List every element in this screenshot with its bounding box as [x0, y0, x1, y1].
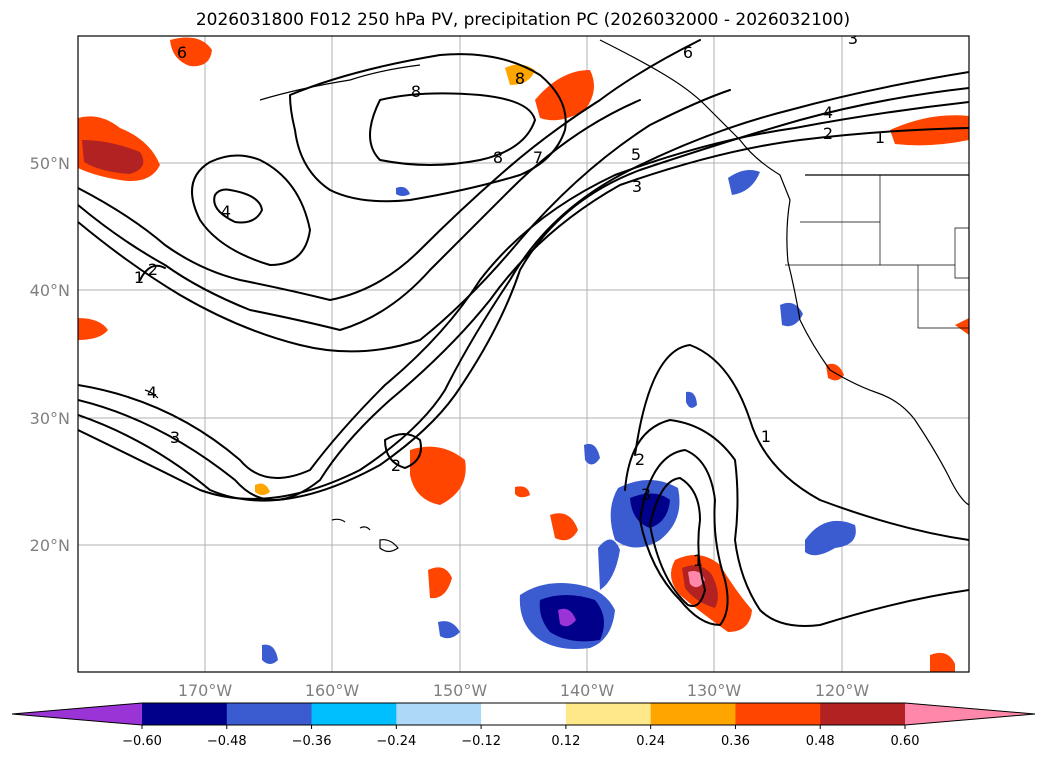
precip-blob-negative [780, 302, 803, 327]
colorbar-tick-label: −0.36 [292, 734, 332, 749]
contour-label: 3 [632, 177, 642, 196]
precip-blob-negative [805, 520, 856, 556]
contour-label: 2 [823, 124, 833, 143]
contour-label: 6 [177, 43, 187, 62]
colorbar-extend-low [12, 703, 142, 725]
precip-blob-negative [262, 644, 278, 664]
contour-labels: 8 8 8 7 5 4 3 2 1 6 6 4 2 1 3 2 1 4 2 3 … [134, 29, 885, 570]
contour-label: 1 [134, 268, 144, 287]
colorbar-segment [650, 703, 736, 725]
precip-blob-positive [428, 567, 452, 599]
precip-blob-positive [170, 37, 212, 67]
precip-blob-negative [686, 391, 697, 408]
contour-label: 3 [848, 29, 858, 48]
precipitation-shading [78, 37, 969, 672]
colorbar-segment [311, 703, 397, 725]
precip-blob-positive [78, 318, 108, 340]
lon-label: 170°W [178, 681, 233, 700]
contour-label: 3 [170, 428, 180, 447]
contour-label: 4 [147, 383, 157, 402]
longitude-labels: 170°W 160°W 150°W 140°W 130°W 120°W [178, 681, 870, 700]
colorbar-segment [142, 703, 228, 725]
precip-blob-positive [550, 513, 578, 541]
contour-label: 2 [391, 456, 401, 475]
colorbar-segment [735, 703, 821, 725]
contour-label: 4 [823, 103, 833, 122]
lat-label: 20°N [30, 536, 70, 555]
precip-blob-positive [826, 363, 844, 381]
lon-label: 160°W [305, 681, 360, 700]
colorbar-tick-label: 0.12 [551, 734, 580, 749]
lon-label: 120°W [815, 681, 870, 700]
precip-blob-negative-max [558, 608, 576, 627]
precip-blob-positive [890, 115, 969, 146]
contour-label: 8 [515, 69, 525, 88]
contour-label: 2 [635, 450, 645, 469]
map-area: 8 8 8 7 5 4 3 2 1 6 6 4 2 1 3 2 1 4 2 3 … [78, 29, 969, 672]
precip-blob-positive [515, 486, 530, 498]
precip-blob-positive-core [82, 140, 144, 174]
colorbar-extend-high [905, 703, 1035, 725]
colorbar-tick-label: −0.60 [122, 734, 162, 749]
colorbar-tick-label: 0.36 [721, 734, 750, 749]
lon-label: 130°W [687, 681, 742, 700]
contour-label: 3 [641, 485, 651, 504]
colorbar-tick-label: 0.60 [891, 734, 920, 749]
colorbar-tick-label: −0.12 [461, 734, 501, 749]
colorbar-segment [226, 703, 313, 725]
colorbar-segment [820, 703, 906, 725]
precip-blob-negative [438, 621, 460, 639]
colorbar-segment [396, 703, 482, 725]
precip-blob-positive [955, 318, 969, 335]
contour-label: 1 [875, 128, 885, 147]
contour-label: 4 [221, 202, 231, 221]
precip-blob-negative [728, 170, 760, 195]
map-frame [77, 35, 970, 673]
contour-label: 8 [493, 148, 503, 167]
lat-label: 50°N [30, 154, 70, 173]
colorbar-tick-label: −0.48 [207, 734, 247, 749]
colorbar: −0.60 −0.48 −0.36 −0.24 −0.12 0.12 0.24 0.36 0.4… [11, 702, 1036, 749]
precip-blob-negative [396, 186, 410, 196]
colorbar-tick-label: 0.24 [636, 734, 665, 749]
precip-blob-negative [584, 443, 600, 465]
lat-label: 40°N [30, 281, 70, 300]
lon-label: 140°W [560, 681, 615, 700]
figure-title: 2026031800 F012 250 hPa PV, precipitatio… [196, 10, 850, 30]
precip-blob-positive [505, 64, 535, 85]
contour-label: 7 [533, 148, 543, 167]
contour-label: 6 [683, 43, 693, 62]
pv-contours [78, 39, 969, 627]
precip-blob-positive [535, 70, 594, 121]
state-borders [785, 175, 969, 329]
precip-blob-negative [598, 539, 620, 590]
colorbar-tick-label: 0.48 [806, 734, 835, 749]
contour-label: 2 [148, 260, 158, 279]
precip-blob-positive [930, 652, 955, 672]
latitude-labels: 50°N 40°N 30°N 20°N [30, 154, 70, 555]
lon-label: 150°W [433, 681, 488, 700]
colorbar-segment [481, 703, 567, 725]
precip-blob-positive [410, 446, 466, 505]
colorbar-segment [565, 703, 652, 725]
colorbar-tick-label: −0.24 [376, 734, 416, 749]
contour-label: 1 [693, 551, 703, 570]
contour-label: 5 [631, 145, 641, 164]
contour-label: 8 [411, 82, 421, 101]
precip-blob-positive [255, 483, 270, 495]
contour-label: 1 [761, 427, 771, 446]
lat-label: 30°N [30, 409, 70, 428]
